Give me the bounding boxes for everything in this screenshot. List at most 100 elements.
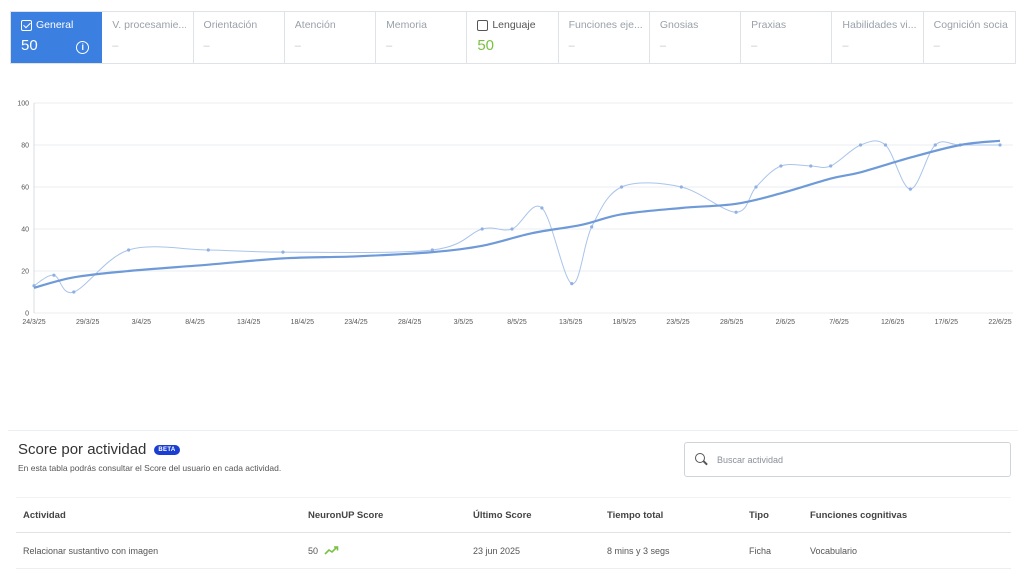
y-tick-label: 0: [25, 311, 29, 318]
x-tick-label: 7/6/25: [829, 319, 849, 326]
raw-score-point: [933, 143, 937, 147]
x-tick-label: 23/4/25: [344, 319, 367, 326]
raw-score-point: [998, 143, 1002, 147]
x-tick-label: 24/3/25: [22, 319, 45, 326]
x-tick-label: 28/4/25: [398, 319, 421, 326]
raw-score-point: [430, 248, 434, 252]
search-box[interactable]: [684, 442, 1011, 477]
raw-score-point: [858, 143, 863, 147]
raw-score-point: [52, 273, 56, 277]
table-row[interactable]: Relacionar sustantivo con imagen 50 23 j…: [16, 533, 1011, 569]
tab-score: 50: [477, 37, 495, 54]
x-tick-label: 13/5/25: [559, 319, 582, 326]
raw-score-point: [480, 227, 484, 231]
search-input[interactable]: [717, 454, 987, 465]
x-tick-label: 28/5/25: [720, 319, 743, 326]
cell-funciones-cognitivas: Vocabulario: [810, 545, 858, 556]
x-tick-label: 22/6/25: [988, 319, 1011, 326]
tab-score: –: [112, 40, 119, 52]
cell-neuronup-score: 50: [301, 546, 466, 556]
tab-orientacion[interactable]: Orientación –: [193, 12, 285, 63]
tab-label: Cognición social: [933, 19, 1008, 31]
cell-actividad: Relacionar sustantivo con imagen: [23, 545, 159, 556]
column-header-tiempo-total[interactable]: Tiempo total: [607, 509, 664, 521]
column-header-funciones-cognitivas[interactable]: Funciones cognitivas: [810, 509, 908, 521]
tab-gnosias[interactable]: Gnosias –: [649, 12, 742, 63]
x-tick-label: 3/5/25: [454, 319, 474, 326]
tab-score: –: [203, 40, 210, 52]
raw-score-point: [127, 248, 131, 252]
raw-score-point: [908, 187, 912, 191]
tab-score: –: [751, 40, 758, 52]
tab-label: Atención: [294, 19, 336, 31]
line-chart: 0 20 40 60 80 100 24/3/25 29/3/25 3/4/25 8/4/25 13…: [17, 101, 1013, 326]
tab-label: General: [36, 19, 74, 31]
tab-score: –: [294, 40, 301, 52]
column-header-neuronup-score[interactable]: NeuronUP Score: [308, 509, 384, 521]
y-tick-label: 20: [21, 269, 29, 276]
y-tick-label: 100: [17, 101, 29, 108]
y-tick-label: 40: [21, 227, 29, 234]
score-value: 50: [308, 545, 319, 556]
tab-score: 50: [21, 37, 38, 54]
tab-memoria[interactable]: Memoria –: [376, 12, 468, 63]
tab-velocidad-procesamiento[interactable]: V. procesamie... –: [102, 12, 194, 63]
column-header-tipo[interactable]: Tipo: [749, 509, 769, 521]
trend-score-line: [33, 139, 1001, 289]
tab-score: –: [386, 40, 393, 52]
score-por-actividad-section: Score por actividad BETA En esta tabla p…: [8, 430, 1018, 580]
raw-score-point: [72, 290, 76, 294]
tab-label: Lenguaje: [492, 19, 536, 31]
column-header-ultimo-score[interactable]: Último Score: [473, 509, 532, 521]
tab-atencion[interactable]: Atención –: [284, 12, 377, 63]
tab-score: –: [568, 40, 575, 52]
column-header-actividad[interactable]: Actividad: [23, 509, 66, 521]
x-tick-label: 2/6/25: [776, 319, 796, 326]
raw-score-point: [281, 250, 285, 254]
raw-score-point: [754, 185, 758, 189]
tab-funciones-ejecutivas[interactable]: Funciones eje... –: [558, 12, 650, 63]
tab-label: Orientación: [203, 19, 258, 31]
activity-table: Actividad NeuronUP Score Último Score Ti…: [16, 497, 1011, 569]
raw-score-point: [734, 210, 738, 214]
x-tick-label: 18/5/25: [613, 319, 636, 326]
raw-score-point: [510, 227, 514, 231]
x-tick-label: 8/4/25: [185, 319, 205, 326]
section-title: Score por actividad: [18, 441, 147, 458]
raw-score-point: [570, 282, 574, 286]
checkbox-checked-icon[interactable]: [21, 19, 32, 31]
tab-label: Gnosias: [659, 19, 699, 31]
y-tick-label: 60: [21, 185, 29, 192]
section-description: En esta tabla podrás consultar el Score …: [18, 463, 282, 473]
x-tick-label: 13/4/25: [237, 319, 260, 326]
tab-label: V. procesamie...: [112, 19, 186, 31]
tab-label: Memoria: [386, 19, 427, 31]
tab-label: Habilidades vi...: [842, 19, 916, 31]
tab-habilidades-visuoespaciales[interactable]: Habilidades vi... –: [832, 12, 924, 63]
y-tick-label: 80: [21, 143, 29, 150]
raw-score-point: [779, 164, 783, 168]
cell-ultimo-score: 23 jun 2025: [473, 545, 521, 556]
raw-score-point: [809, 164, 813, 168]
raw-score-line: [33, 140, 1000, 294]
raw-score-point: [883, 143, 888, 147]
tab-general[interactable]: General 50 i: [11, 12, 103, 63]
x-tick-label: 8/5/25: [507, 319, 527, 326]
search-icon: [695, 453, 708, 466]
raw-score-point: [679, 185, 683, 189]
tab-score: –: [659, 40, 666, 52]
tab-praxias[interactable]: Praxias –: [741, 12, 833, 63]
x-tick-label: 18/4/25: [291, 319, 314, 326]
tab-cognicion-social[interactable]: Cognición social –: [923, 12, 1015, 63]
x-tick-label: 23/5/25: [666, 319, 689, 326]
checkbox-icon[interactable]: [477, 19, 489, 31]
raw-score-point: [619, 185, 624, 189]
raw-score-point: [540, 206, 544, 210]
tab-lenguaje[interactable]: Lenguaje 50: [467, 12, 559, 63]
tab-label: Praxias: [751, 19, 787, 31]
cell-tipo: Ficha: [749, 545, 772, 556]
raw-score-point: [829, 164, 833, 168]
cell-tiempo-total: 8 mins y 3 segs: [607, 545, 670, 556]
info-icon[interactable]: i: [76, 41, 90, 54]
score-history-chart: 0 20 40 60 80 100 24/3/25 29/3/25 3/4/25 8/4/25 13…: [0, 90, 1024, 340]
